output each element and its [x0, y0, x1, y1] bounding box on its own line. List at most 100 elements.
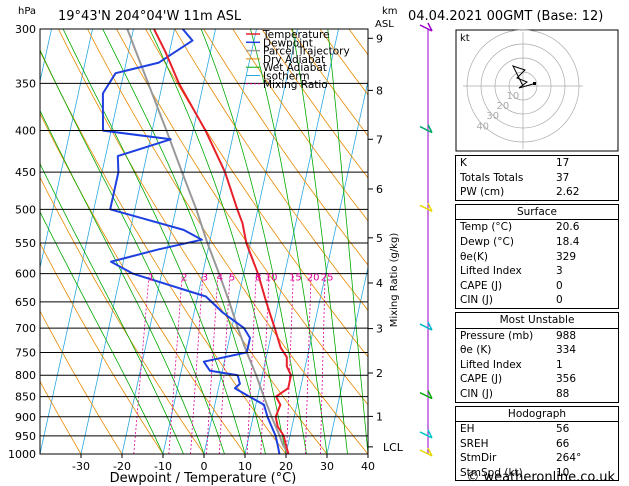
mu-cin-value: 88 [556, 387, 570, 400]
surface-dewp-value: 18.4 [556, 235, 580, 248]
pressure-tick-label: 350 [15, 77, 36, 90]
sreh-value: 66 [556, 437, 570, 450]
x-tick-label: 10 [238, 460, 252, 473]
wind-barb [419, 204, 433, 212]
isotherm-line [285, 79, 368, 454]
pressure-tick-label: 300 [15, 23, 36, 36]
wet-adiabat-line [327, 29, 368, 454]
indices-panel: K 17 Totals Totals 37 PW (cm) 2.62 Surface … [455, 155, 619, 484]
legend-entry: Dewpoint [263, 37, 313, 49]
wind-barb [419, 24, 433, 32]
wind-barb [419, 391, 433, 400]
wind-barb-flag [427, 390, 433, 399]
mixing-ratio-label: 1 [148, 273, 154, 284]
hodograph-frame [455, 29, 619, 152]
wind-barb-flag [427, 124, 433, 133]
hodograph-ring-label: 20 [496, 101, 509, 112]
mixing-ratio-label: 3 [202, 273, 208, 284]
mixing-ratio-label: 20 [307, 273, 320, 284]
x-tick-label: -20 [113, 460, 131, 473]
wind-barb-flag [427, 22, 433, 32]
wind-barb-flag [427, 447, 433, 457]
x-tick-label: 0 [201, 460, 208, 473]
hodograph-trace [512, 65, 534, 89]
km-tick-label: 1 [376, 410, 383, 423]
surface-li-value: 3 [556, 265, 563, 278]
datetime-title: 04.04.2021 00GMT (Base: 12) [408, 9, 603, 24]
km-tick-label: 4 [376, 277, 383, 290]
pressure-tick-label: 550 [15, 237, 36, 250]
mixing-ratio-label: 15 [289, 273, 302, 284]
legend-entry: Dry Adiabat [263, 54, 325, 66]
hodograph-indices-box: Hodograph EH 56 SREH 66 StmDir 264° StmSpd … [455, 405, 619, 482]
height-unit-asl: ASL [375, 19, 394, 30]
pressure-unit: hPa [18, 6, 36, 17]
eh-value: 56 [556, 423, 570, 436]
km-tick-label: 2 [376, 367, 383, 380]
stmspd-value: 10 [556, 466, 570, 479]
x-axis-label: Dewpoint / Temperature (°C) [110, 471, 297, 486]
location-title: 19°43'N 204°04'W 11m ASL [58, 9, 242, 24]
wind-barb [419, 431, 433, 439]
copyright-footer: © weatheronline.co.uk [466, 470, 615, 485]
pressure-tick-label: 450 [15, 166, 36, 179]
hodograph-ring-label: 40 [476, 121, 489, 132]
pressure-tick-label: 1000 [8, 448, 36, 461]
pressure-tick-label: 600 [15, 268, 36, 281]
km-tick-label: 8 [376, 84, 383, 97]
most-unstable-title: Most Unstable [456, 313, 618, 329]
mixing-ratio-line [168, 273, 183, 454]
dry-adiabat-line [232, 29, 368, 222]
wind-barb-flag [427, 202, 433, 212]
km-tick-label: 5 [376, 232, 383, 245]
km-tick-label: 3 [376, 323, 383, 336]
isotherm-line [121, 29, 216, 454]
lcl-label: LCL [383, 441, 404, 454]
mixing-ratio-axis-label: Mixing Ratio (g/kg) [389, 233, 400, 328]
x-tick-label: -10 [154, 460, 172, 473]
totals-totals-value: 37 [556, 171, 570, 184]
mixing-ratio-line [319, 273, 326, 454]
surface-theta-e-value: 329 [556, 250, 577, 263]
isotherm-line [203, 29, 298, 454]
surface-box: Surface Temp (°C) 20.6 Dewp (°C) 18.4 θe(K… [455, 203, 619, 309]
isotherm-line [244, 29, 339, 454]
x-tick-label: 30 [320, 460, 334, 473]
most-unstable-box: Most Unstable Pressure (mb) 988 θe (K) 334… [455, 311, 619, 403]
pressure-tick-label: 800 [15, 369, 36, 382]
stmdir-value: 264° [556, 452, 582, 465]
mixing-ratio-label: 5 [229, 273, 235, 284]
wind-barb [419, 125, 433, 134]
wet-adiabat-line [292, 29, 348, 454]
surface-cape-value: 0 [556, 279, 563, 292]
mixing-ratio-label: 2 [181, 273, 187, 284]
surface-temp-value: 20.6 [556, 221, 580, 234]
mixing-ratio-label: 8 [255, 273, 261, 284]
pressure-tick-label: 700 [15, 322, 36, 335]
isotherm-line [40, 29, 93, 270]
isotherm-line [80, 29, 175, 454]
x-tick-label: 20 [279, 460, 293, 473]
legend-entry: Wet Adiabat [263, 62, 327, 74]
legend-entry: Mixing Ratio [263, 79, 328, 91]
mixing-ratio-label: 25 [321, 273, 334, 284]
surface-cin-value: 0 [556, 294, 563, 307]
km-tick-label: 9 [376, 32, 383, 45]
pressure-tick-label: 850 [15, 391, 36, 404]
legend-entry: Parcel Trajectory [263, 46, 350, 58]
storm-motion-marker [533, 82, 536, 85]
hodograph-title: Hodograph [456, 407, 618, 423]
surface-title: Surface [456, 205, 618, 221]
mu-theta-e-value: 334 [556, 344, 577, 357]
legend-entry: Isotherm [263, 71, 310, 83]
isotherm-line [326, 265, 368, 454]
pressure-tick-label: 500 [15, 203, 36, 216]
isotherm-line [40, 29, 134, 454]
mu-li-value: 1 [556, 358, 563, 371]
dewpoint-line [101, 29, 281, 454]
legend-entry: Temperature [262, 29, 330, 41]
mixing-ratio-label: 10 [265, 273, 278, 284]
hodograph-unit-label: kt [460, 33, 470, 44]
